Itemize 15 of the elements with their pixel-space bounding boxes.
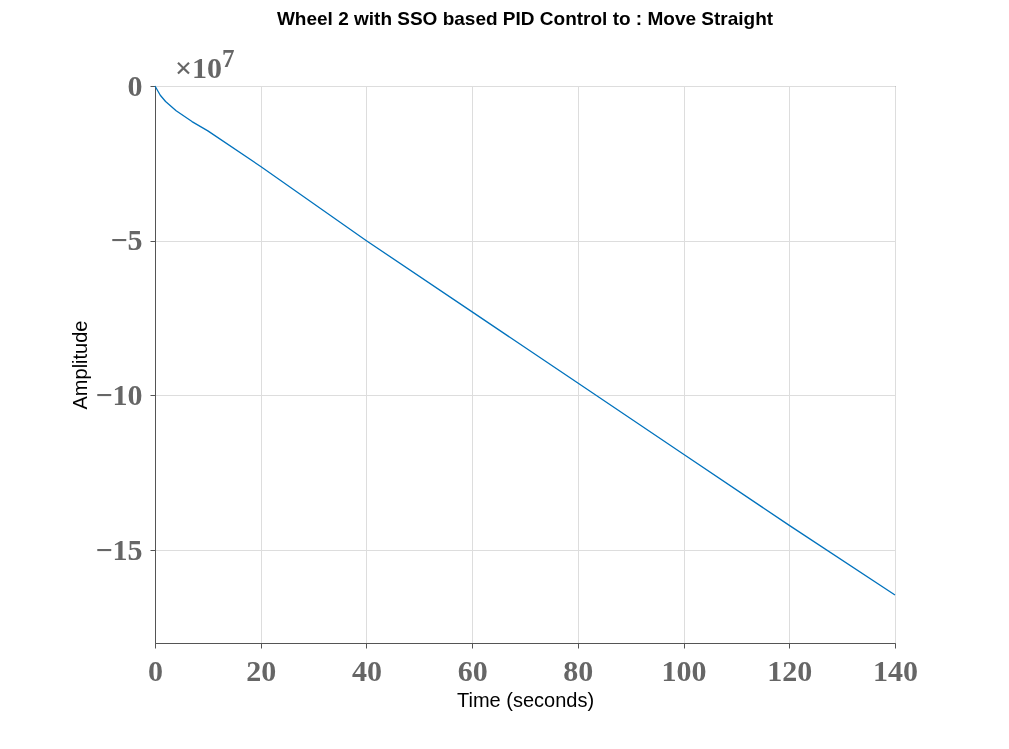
x-tick-label: 80: [563, 653, 594, 687]
y-tick-label: −15: [95, 532, 143, 566]
x-tick-label: 120: [767, 653, 813, 687]
y-tick-label: 0: [127, 68, 143, 102]
x-tick-label: 20: [246, 653, 277, 687]
x-axis-title: Time (seconds): [456, 688, 595, 711]
x-tick-label: 140: [873, 653, 918, 687]
y-tick-label: −10: [95, 377, 143, 411]
x-tick-label: 100: [661, 653, 707, 687]
x-tick-label: 60: [457, 653, 488, 687]
text: ×10$^{7}$: [175, 45, 235, 85]
y-tick-label: −5: [110, 223, 143, 257]
chart-title: Wheel 2 with SSO based PID Control to : Move Straight: [276, 8, 774, 29]
x-tick-label: 40: [351, 653, 382, 687]
y-axis-title: Amplitude: [69, 320, 92, 410]
